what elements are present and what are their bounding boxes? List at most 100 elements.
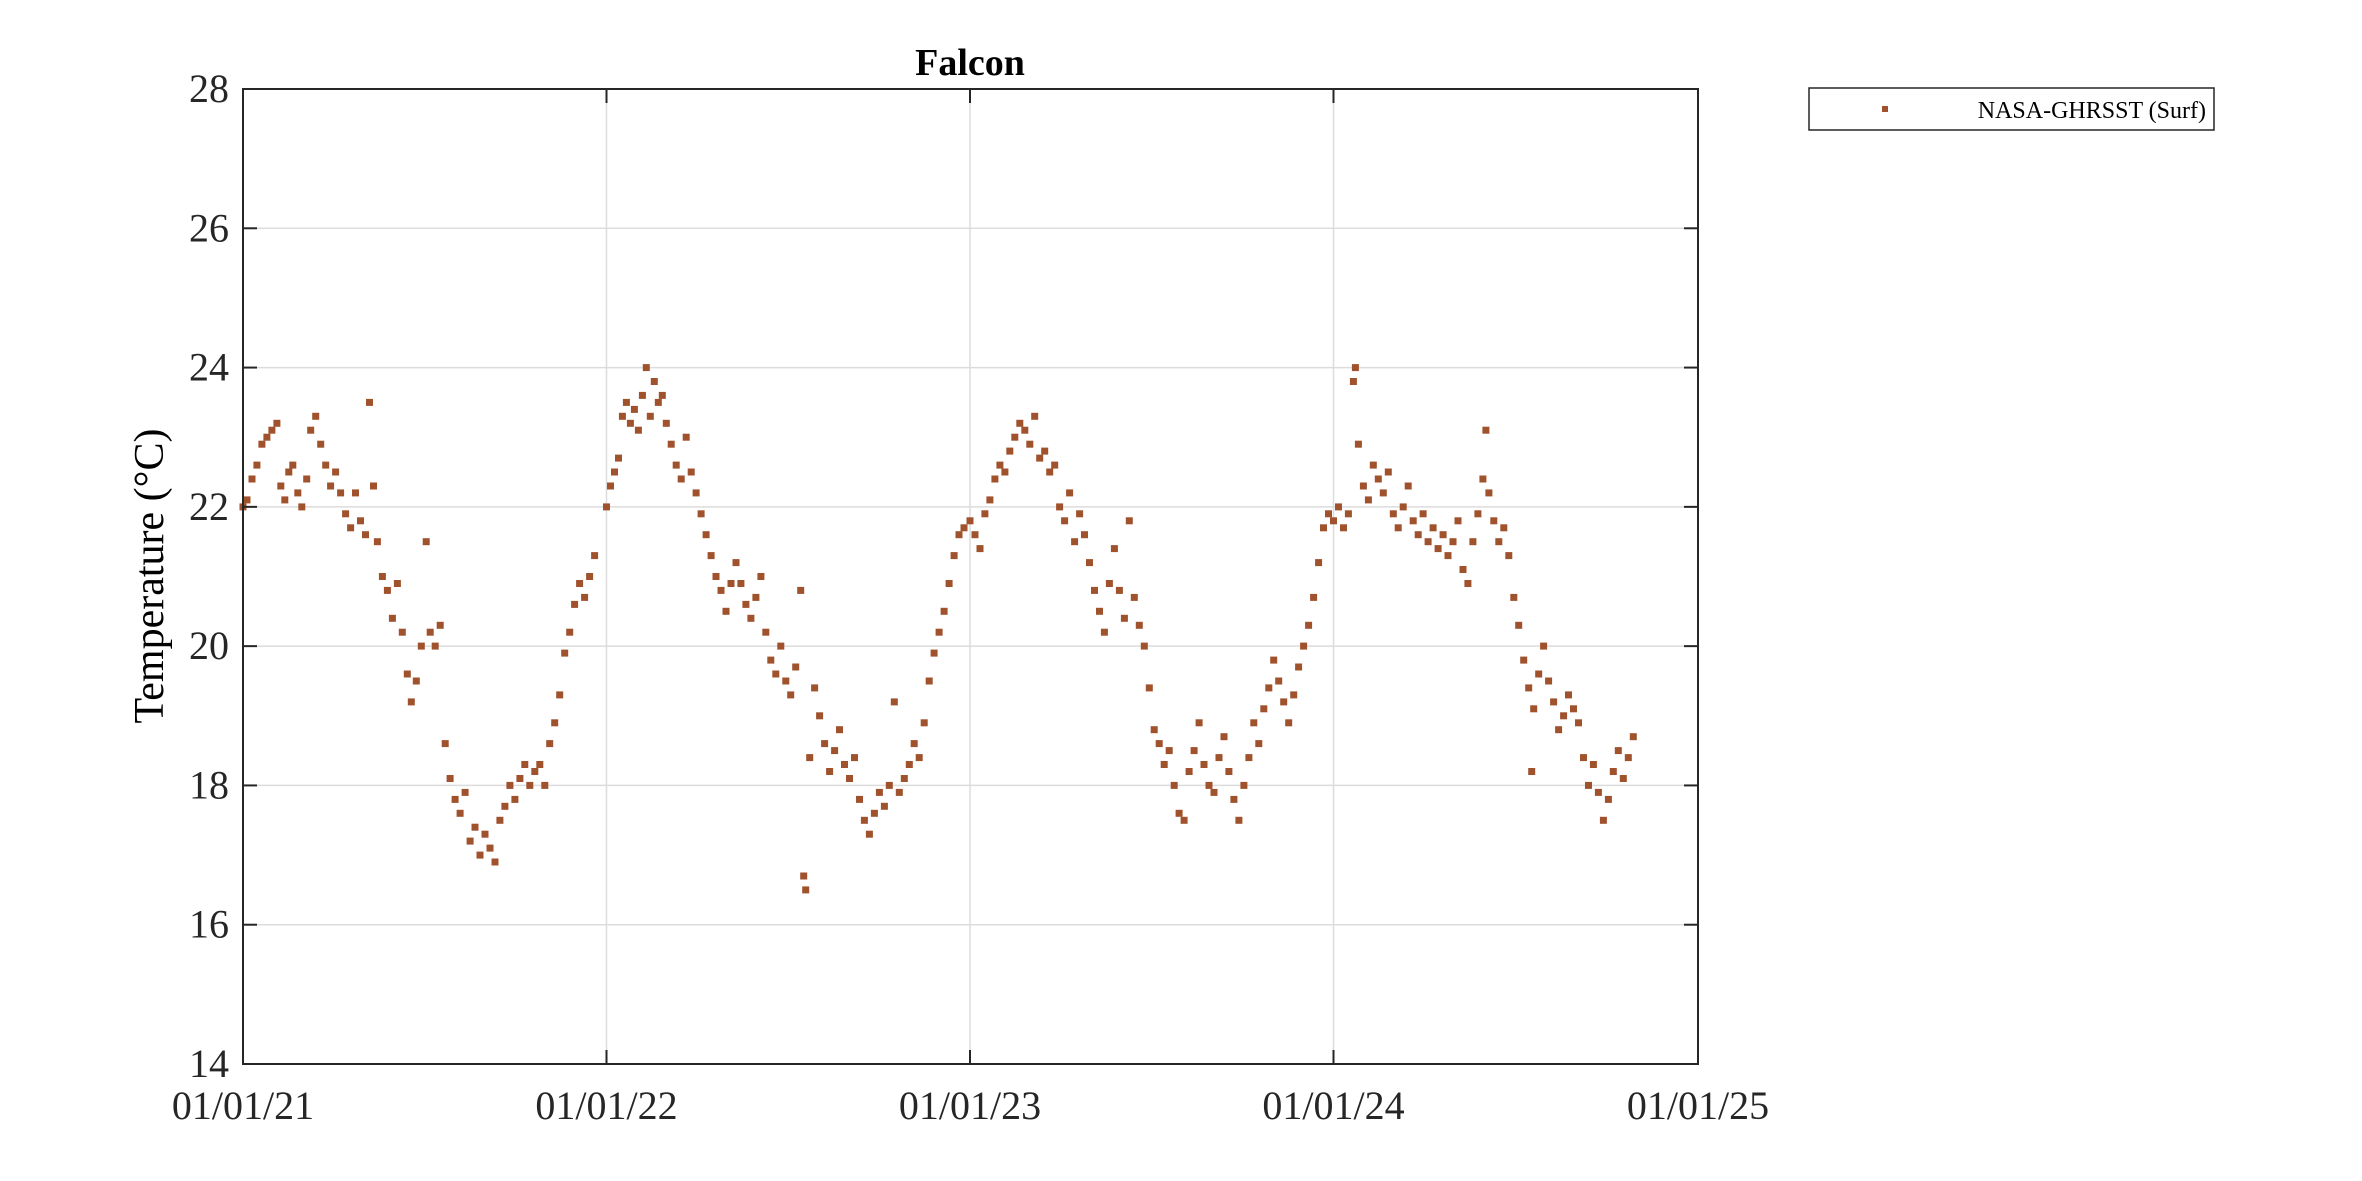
- data-point: [298, 503, 306, 511]
- y-axis-label: Temperature (°C): [127, 429, 173, 724]
- data-point: [762, 628, 770, 636]
- data-point: [536, 761, 544, 768]
- data-point: [471, 823, 479, 831]
- data-point: [1105, 580, 1113, 587]
- data-point: [615, 454, 622, 462]
- data-point: [925, 677, 933, 685]
- data-point: [1510, 593, 1518, 601]
- data-point: [426, 628, 434, 636]
- data-point: [1051, 461, 1059, 469]
- data-point: [1205, 781, 1213, 789]
- data-point: [826, 768, 834, 775]
- data-point: [403, 670, 411, 678]
- data-point: [1290, 691, 1298, 699]
- data-point: [935, 628, 943, 636]
- data-point: [1505, 552, 1513, 560]
- data-point: [890, 698, 898, 706]
- data-point: [1086, 559, 1093, 567]
- data-point: [682, 433, 690, 441]
- data-point: [1280, 698, 1288, 706]
- data-point: [1330, 517, 1337, 525]
- legend: NASA-GHRSST (Surf): [1808, 87, 2215, 131]
- data-point: [800, 872, 808, 880]
- data-point: [521, 761, 529, 768]
- data-point: [516, 775, 524, 782]
- data-point: [1285, 719, 1293, 727]
- data-point: [687, 468, 695, 476]
- data-point: [797, 586, 805, 594]
- data-point: [960, 524, 968, 532]
- data-point: [436, 621, 444, 629]
- data-point: [289, 461, 297, 469]
- data-point: [431, 642, 439, 650]
- data-point: [1230, 795, 1238, 803]
- data-point: [910, 740, 918, 748]
- y-tick-label: 28: [189, 66, 229, 111]
- data-point: [821, 740, 829, 748]
- data-point: [561, 649, 569, 657]
- data-point: [1071, 538, 1079, 546]
- data-point: [1220, 733, 1228, 741]
- data-point: [546, 740, 554, 748]
- data-point: [373, 538, 381, 546]
- data-point: [1245, 754, 1253, 762]
- data-point: [1575, 719, 1582, 727]
- data-point: [1275, 677, 1283, 685]
- data-point: [1354, 440, 1362, 448]
- data-point: [1550, 698, 1558, 706]
- data-point: [1026, 440, 1034, 448]
- data-point: [491, 858, 499, 866]
- data-point: [1351, 364, 1359, 372]
- data-point: [1619, 775, 1627, 782]
- data-point: [1555, 726, 1563, 734]
- data-point: [1056, 503, 1064, 511]
- data-point: [357, 517, 364, 525]
- data-point: [860, 816, 868, 824]
- data-point: [1061, 517, 1069, 525]
- data-point: [551, 719, 559, 727]
- data-point: [611, 468, 618, 476]
- data-point: [677, 475, 685, 483]
- data-point: [417, 642, 425, 650]
- data-point: [1414, 531, 1422, 539]
- data-point: [1614, 747, 1622, 755]
- data-point: [650, 378, 658, 385]
- data-point: [1482, 426, 1490, 434]
- x-tick-label: 01/01/21: [172, 1083, 314, 1128]
- data-point: [930, 649, 938, 657]
- data-point: [702, 531, 710, 539]
- data-point: [836, 726, 843, 734]
- data-point: [717, 586, 725, 594]
- data-point: [1369, 461, 1377, 469]
- data-point: [618, 412, 626, 420]
- data-point: [1379, 489, 1387, 497]
- data-point: [727, 580, 735, 587]
- data-point: [506, 781, 514, 789]
- chart-title: Falcon: [915, 42, 1025, 84]
- data-point: [1150, 726, 1158, 734]
- data-point: [407, 698, 415, 706]
- data-point: [1335, 503, 1342, 511]
- data-point: [1464, 580, 1472, 587]
- data-point: [277, 482, 285, 490]
- data-point: [697, 510, 705, 518]
- data-point: [1155, 740, 1163, 748]
- data-point: [1594, 788, 1602, 796]
- y-tick-label: 14: [189, 1041, 229, 1086]
- data-point: [1320, 524, 1327, 532]
- data-point: [1066, 489, 1074, 497]
- data-point: [692, 489, 700, 497]
- data-point: [1255, 740, 1263, 748]
- data-point: [1130, 593, 1138, 601]
- data-point: [327, 482, 335, 490]
- data-point: [1459, 566, 1467, 573]
- data-point: [1046, 468, 1054, 476]
- data-point: [1535, 670, 1543, 678]
- data-point: [1225, 768, 1233, 775]
- data-point: [486, 844, 494, 852]
- data-point: [1180, 816, 1188, 824]
- data-point: [352, 489, 359, 497]
- data-point: [816, 712, 824, 720]
- data-point: [307, 426, 315, 434]
- grid-lines: [243, 89, 1698, 1064]
